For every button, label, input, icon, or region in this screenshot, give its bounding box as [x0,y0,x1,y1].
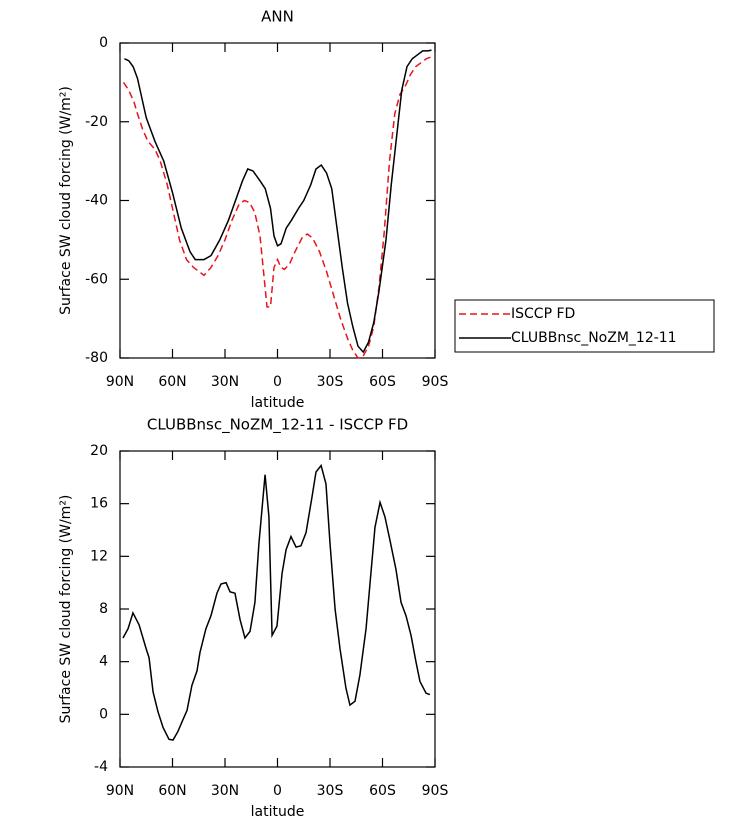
data-line [124,49,432,354]
x-tick-label: 60S [369,374,396,390]
y-tick-label: -40 [85,193,108,209]
x-tick-label: 30S [317,374,344,390]
y-tick-label: 8 [99,601,108,617]
y-tick-label: 4 [99,654,108,670]
x-tick-label: 30N [211,374,239,390]
y-axis-label: Surface SW cloud forcing (W/m²) [58,86,74,315]
x-tick-label: 0 [273,374,282,390]
legend-box [454,299,715,353]
x-tick-label: 30N [211,783,239,799]
y-tick-label: 0 [99,35,108,51]
legend-label: ISCCP FD [511,306,575,322]
x-tick-label: 60S [369,783,396,799]
chart-title: CLUBBnsc_NoZM_12-11 - ISCCP FD [147,416,408,435]
y-tick-label: -20 [85,114,108,130]
x-axis-label: latitude [251,804,305,820]
x-axis-label: latitude [251,395,305,411]
y-tick-label: -80 [85,350,108,366]
y-tick-label: -4 [94,759,108,775]
x-tick-label: 90N [106,374,134,390]
x-tick-label: 30S [317,783,344,799]
x-tick-label: 90S [422,783,449,799]
x-tick-label: 60N [158,374,186,390]
y-tick-label: 0 [99,706,108,722]
plot-frame [119,42,436,359]
plot-frame [119,450,436,768]
x-tick-label: 60N [158,783,186,799]
x-tick-label: 90S [422,374,449,390]
chart-title: ANN [261,8,294,26]
y-tick-label: 12 [90,548,108,564]
data-line [122,56,432,359]
y-tick-label: -60 [85,271,108,287]
y-tick-label: 16 [90,496,108,512]
y-tick-label: 20 [90,443,108,459]
legend-label: CLUBBnsc_NoZM_12-11 [511,330,677,346]
x-tick-label: 90N [106,783,134,799]
y-axis-label: Surface SW cloud forcing (W/m²) [58,495,74,724]
x-tick-label: 0 [273,783,282,799]
data-line [122,463,431,741]
